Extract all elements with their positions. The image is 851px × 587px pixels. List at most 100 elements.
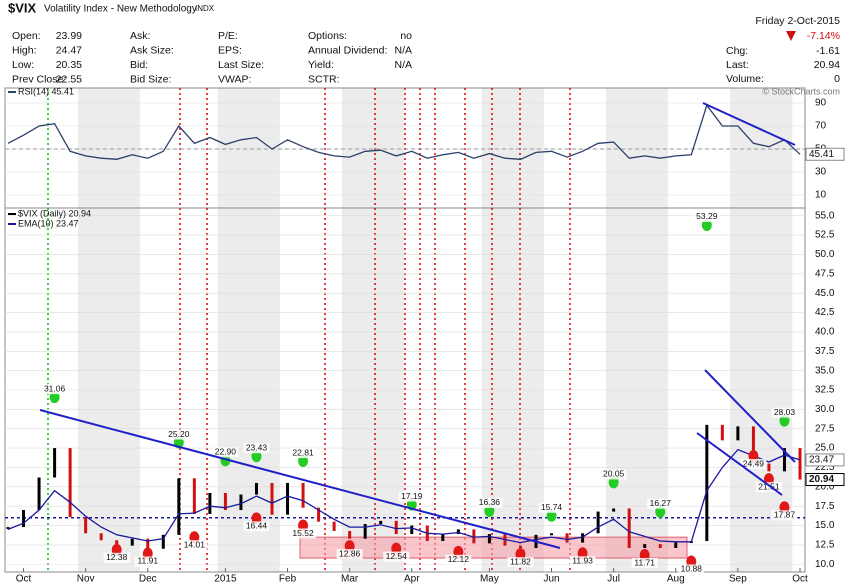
quote-value: no [400, 30, 412, 42]
y-tick-label: 55.0 [815, 210, 835, 221]
price-bar [782, 448, 786, 472]
down-arrow [786, 31, 796, 41]
price-bar [363, 523, 367, 539]
legend-label: RSI(14) 45.41 [18, 86, 74, 96]
high-label: 23.43 [246, 442, 268, 452]
label-box [476, 497, 503, 508]
price-bar [674, 542, 678, 548]
price-bar [581, 533, 585, 543]
label-box [290, 528, 317, 539]
month-band [77, 88, 140, 572]
y-tick-label: 45.0 [815, 288, 835, 299]
price-bar [720, 424, 724, 441]
change-percent: -7.14% [807, 30, 840, 42]
price-bar [658, 544, 662, 548]
y-tick-label: 47.5 [815, 268, 835, 279]
label-box [647, 498, 674, 509]
price-bar [317, 507, 321, 522]
label-box [678, 564, 705, 575]
price-bar [751, 426, 755, 464]
high-label: 22.90 [215, 447, 237, 457]
label-box [290, 448, 317, 459]
high-label: 22.81 [292, 447, 314, 457]
label-box [103, 552, 130, 563]
last-value: 45.41 [809, 149, 834, 160]
label-box [212, 447, 239, 458]
price-bar [68, 448, 72, 518]
price-bar [596, 511, 600, 534]
trend-lines [39, 102, 796, 549]
price-bar [472, 529, 476, 544]
price-bar [270, 482, 274, 515]
label-box [600, 469, 627, 480]
label-box [336, 549, 363, 560]
high-label: 16.36 [479, 497, 501, 507]
price-bar [177, 478, 181, 535]
quote-value: 23.99 [56, 30, 82, 42]
price-bar [456, 529, 460, 535]
last-value-tag [805, 473, 845, 487]
price-bar [84, 517, 88, 534]
quote-value: 20.94 [814, 59, 840, 71]
month-band [730, 88, 793, 572]
label-box [755, 482, 782, 493]
low-label: 16.44 [246, 521, 268, 531]
x-tick-label: May [480, 574, 499, 585]
quote-label: VWAP: [218, 73, 251, 85]
price-bar [518, 545, 522, 548]
quote-value: 20.35 [56, 59, 82, 71]
label-box [771, 407, 798, 418]
x-tick-label: Apr [404, 574, 420, 585]
quote-label: Ask Size: [130, 44, 174, 56]
month-band [217, 88, 280, 572]
x-tick-label: Feb [279, 574, 297, 585]
quote-label: Volume: [726, 73, 764, 85]
high-label: 15.74 [541, 502, 563, 512]
exchange: INDX [195, 4, 215, 13]
credit: © StockCharts.com [762, 86, 840, 96]
quote-label: High: [12, 44, 37, 56]
low-label: 12.54 [386, 551, 408, 561]
price-bar [441, 534, 445, 542]
low-label: 11.91 [137, 556, 158, 566]
price-bar [705, 424, 709, 542]
y-tick-label: 30.0 [815, 404, 835, 415]
quote-label: EPS: [218, 44, 242, 56]
quote-value: -1.61 [816, 45, 840, 57]
quote-value: 24.47 [56, 44, 82, 56]
y-tick-label: 40.0 [815, 327, 835, 338]
price-bar [99, 533, 103, 541]
label-box [243, 521, 270, 532]
price-bar [612, 508, 616, 512]
price-bar [208, 493, 212, 514]
label-box [771, 510, 798, 521]
quote-label: Annual Dividend: [308, 44, 387, 56]
low-label: 12.38 [106, 552, 128, 562]
price-bar [798, 448, 802, 480]
price-bar [239, 494, 243, 511]
low-label: 11.93 [572, 556, 593, 566]
y-tick-label: 52.5 [815, 230, 835, 241]
low-label: 10.88 [681, 564, 703, 574]
last-value: 20.94 [809, 474, 834, 485]
quote-label: Prev Close: [12, 73, 66, 85]
y-tick-label: 12.5 [815, 540, 835, 551]
y-tick-label: 15.0 [815, 520, 835, 531]
quote-label: Last: [726, 59, 749, 71]
price-bar [161, 534, 165, 549]
symbol: $VIX [8, 0, 37, 15]
y-tick-label: 27.5 [815, 423, 835, 434]
price-bar [146, 538, 150, 549]
quote-label: Last Size: [218, 59, 264, 71]
price-bar [643, 544, 647, 548]
x-tick-label: 2015 [214, 574, 237, 585]
price-bar [487, 534, 491, 544]
y-tick-label: 17.5 [815, 501, 835, 512]
month-band [605, 88, 668, 572]
legend-label: EMA(10) 23.47 [18, 218, 79, 228]
y-tick-label: 25.0 [815, 443, 835, 454]
last-value-tag [805, 453, 845, 467]
low-label: 12.12 [448, 554, 470, 564]
x-tick-label: Jun [543, 574, 559, 585]
y2-tick-label: 30 [815, 167, 827, 178]
